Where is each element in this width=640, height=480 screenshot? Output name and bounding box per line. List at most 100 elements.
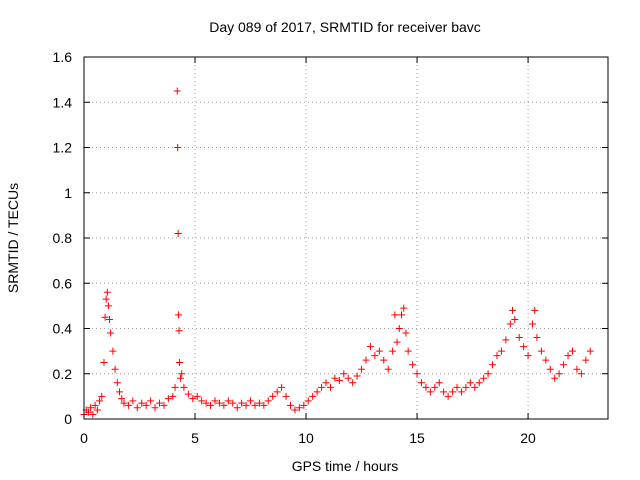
data-point — [480, 374, 488, 382]
data-point — [462, 383, 470, 391]
data-point — [564, 352, 572, 360]
data-point — [435, 379, 443, 387]
data-point — [173, 87, 181, 95]
data-point — [251, 401, 259, 409]
data-point — [189, 395, 197, 403]
data-point — [391, 311, 399, 319]
data-point — [457, 388, 465, 396]
data-point — [124, 401, 132, 409]
data-point — [384, 365, 392, 373]
data-point — [220, 401, 228, 409]
data-point — [344, 374, 352, 382]
plot-frame — [83, 56, 609, 420]
data-point — [318, 383, 326, 391]
data-point — [431, 383, 439, 391]
data-point — [106, 315, 114, 323]
data-point — [582, 356, 590, 364]
x-tick-label: 20 — [520, 430, 536, 446]
y-axis-label: SRMTID / TECUs — [5, 183, 21, 293]
data-point — [242, 401, 250, 409]
y-tick-label: 1.2 — [53, 140, 73, 156]
data-point — [409, 361, 417, 369]
data-point — [453, 383, 461, 391]
data-point — [300, 401, 308, 409]
data-point — [164, 395, 172, 403]
data-point — [511, 315, 519, 323]
data-point — [546, 365, 554, 373]
data-point — [147, 397, 155, 405]
data-point — [286, 401, 294, 409]
data-point — [380, 356, 388, 364]
data-point — [98, 392, 106, 400]
data-point — [313, 388, 321, 396]
data-point — [551, 374, 559, 382]
y-tick-label: 0.4 — [53, 321, 73, 337]
data-point — [247, 397, 255, 405]
data-point — [175, 311, 183, 319]
data-point — [560, 361, 568, 369]
data-point — [422, 383, 430, 391]
data-point — [91, 401, 99, 409]
data-point — [264, 397, 272, 405]
data-point — [291, 406, 299, 414]
data-point — [555, 370, 563, 378]
data-point — [180, 383, 188, 391]
data-point — [93, 406, 101, 414]
data-point — [255, 399, 263, 407]
data-point — [466, 379, 474, 387]
data-point — [449, 388, 457, 396]
data-point — [444, 392, 452, 400]
data-point — [198, 397, 206, 405]
data-point — [475, 379, 483, 387]
data-point — [211, 397, 219, 405]
data-point — [402, 329, 410, 337]
data-point — [89, 410, 97, 418]
data-point — [151, 404, 159, 412]
data-point — [160, 401, 168, 409]
data-point — [520, 343, 528, 351]
data-point — [375, 347, 383, 355]
data-point — [340, 370, 348, 378]
data-point — [493, 352, 501, 360]
data-point — [174, 229, 182, 237]
data-point — [269, 392, 277, 400]
data-point — [295, 404, 303, 412]
x-tick-label: 10 — [298, 430, 314, 446]
x-tick-label: 15 — [409, 430, 425, 446]
data-point — [155, 399, 163, 407]
data-point — [389, 347, 397, 355]
data-point — [103, 288, 111, 296]
data-point — [177, 374, 185, 382]
data-point — [260, 401, 268, 409]
data-point — [371, 352, 379, 360]
x-axis-label: GPS time / hours — [292, 458, 399, 474]
data-point — [178, 370, 186, 378]
data-point — [349, 379, 357, 387]
data-point — [400, 304, 408, 312]
data-point — [171, 383, 179, 391]
data-point — [129, 397, 137, 405]
y-tick-label: 1 — [64, 185, 72, 201]
data-point — [331, 374, 339, 382]
y-tick-label: 0 — [64, 411, 72, 427]
data-point — [175, 358, 183, 366]
data-point — [542, 356, 550, 364]
data-point — [398, 311, 406, 319]
data-point — [224, 397, 232, 405]
data-point — [322, 379, 330, 387]
data-point — [417, 379, 425, 387]
data-point — [577, 370, 585, 378]
data-point — [133, 404, 141, 412]
data-point — [326, 383, 334, 391]
data-point — [484, 370, 492, 378]
data-point — [84, 408, 92, 416]
data-point — [497, 347, 505, 355]
data-point — [413, 370, 421, 378]
data-point — [529, 320, 537, 328]
data-point — [426, 388, 434, 396]
data-point — [202, 399, 210, 407]
data-point — [353, 372, 361, 380]
data-point — [113, 379, 121, 387]
data-point — [118, 395, 126, 403]
